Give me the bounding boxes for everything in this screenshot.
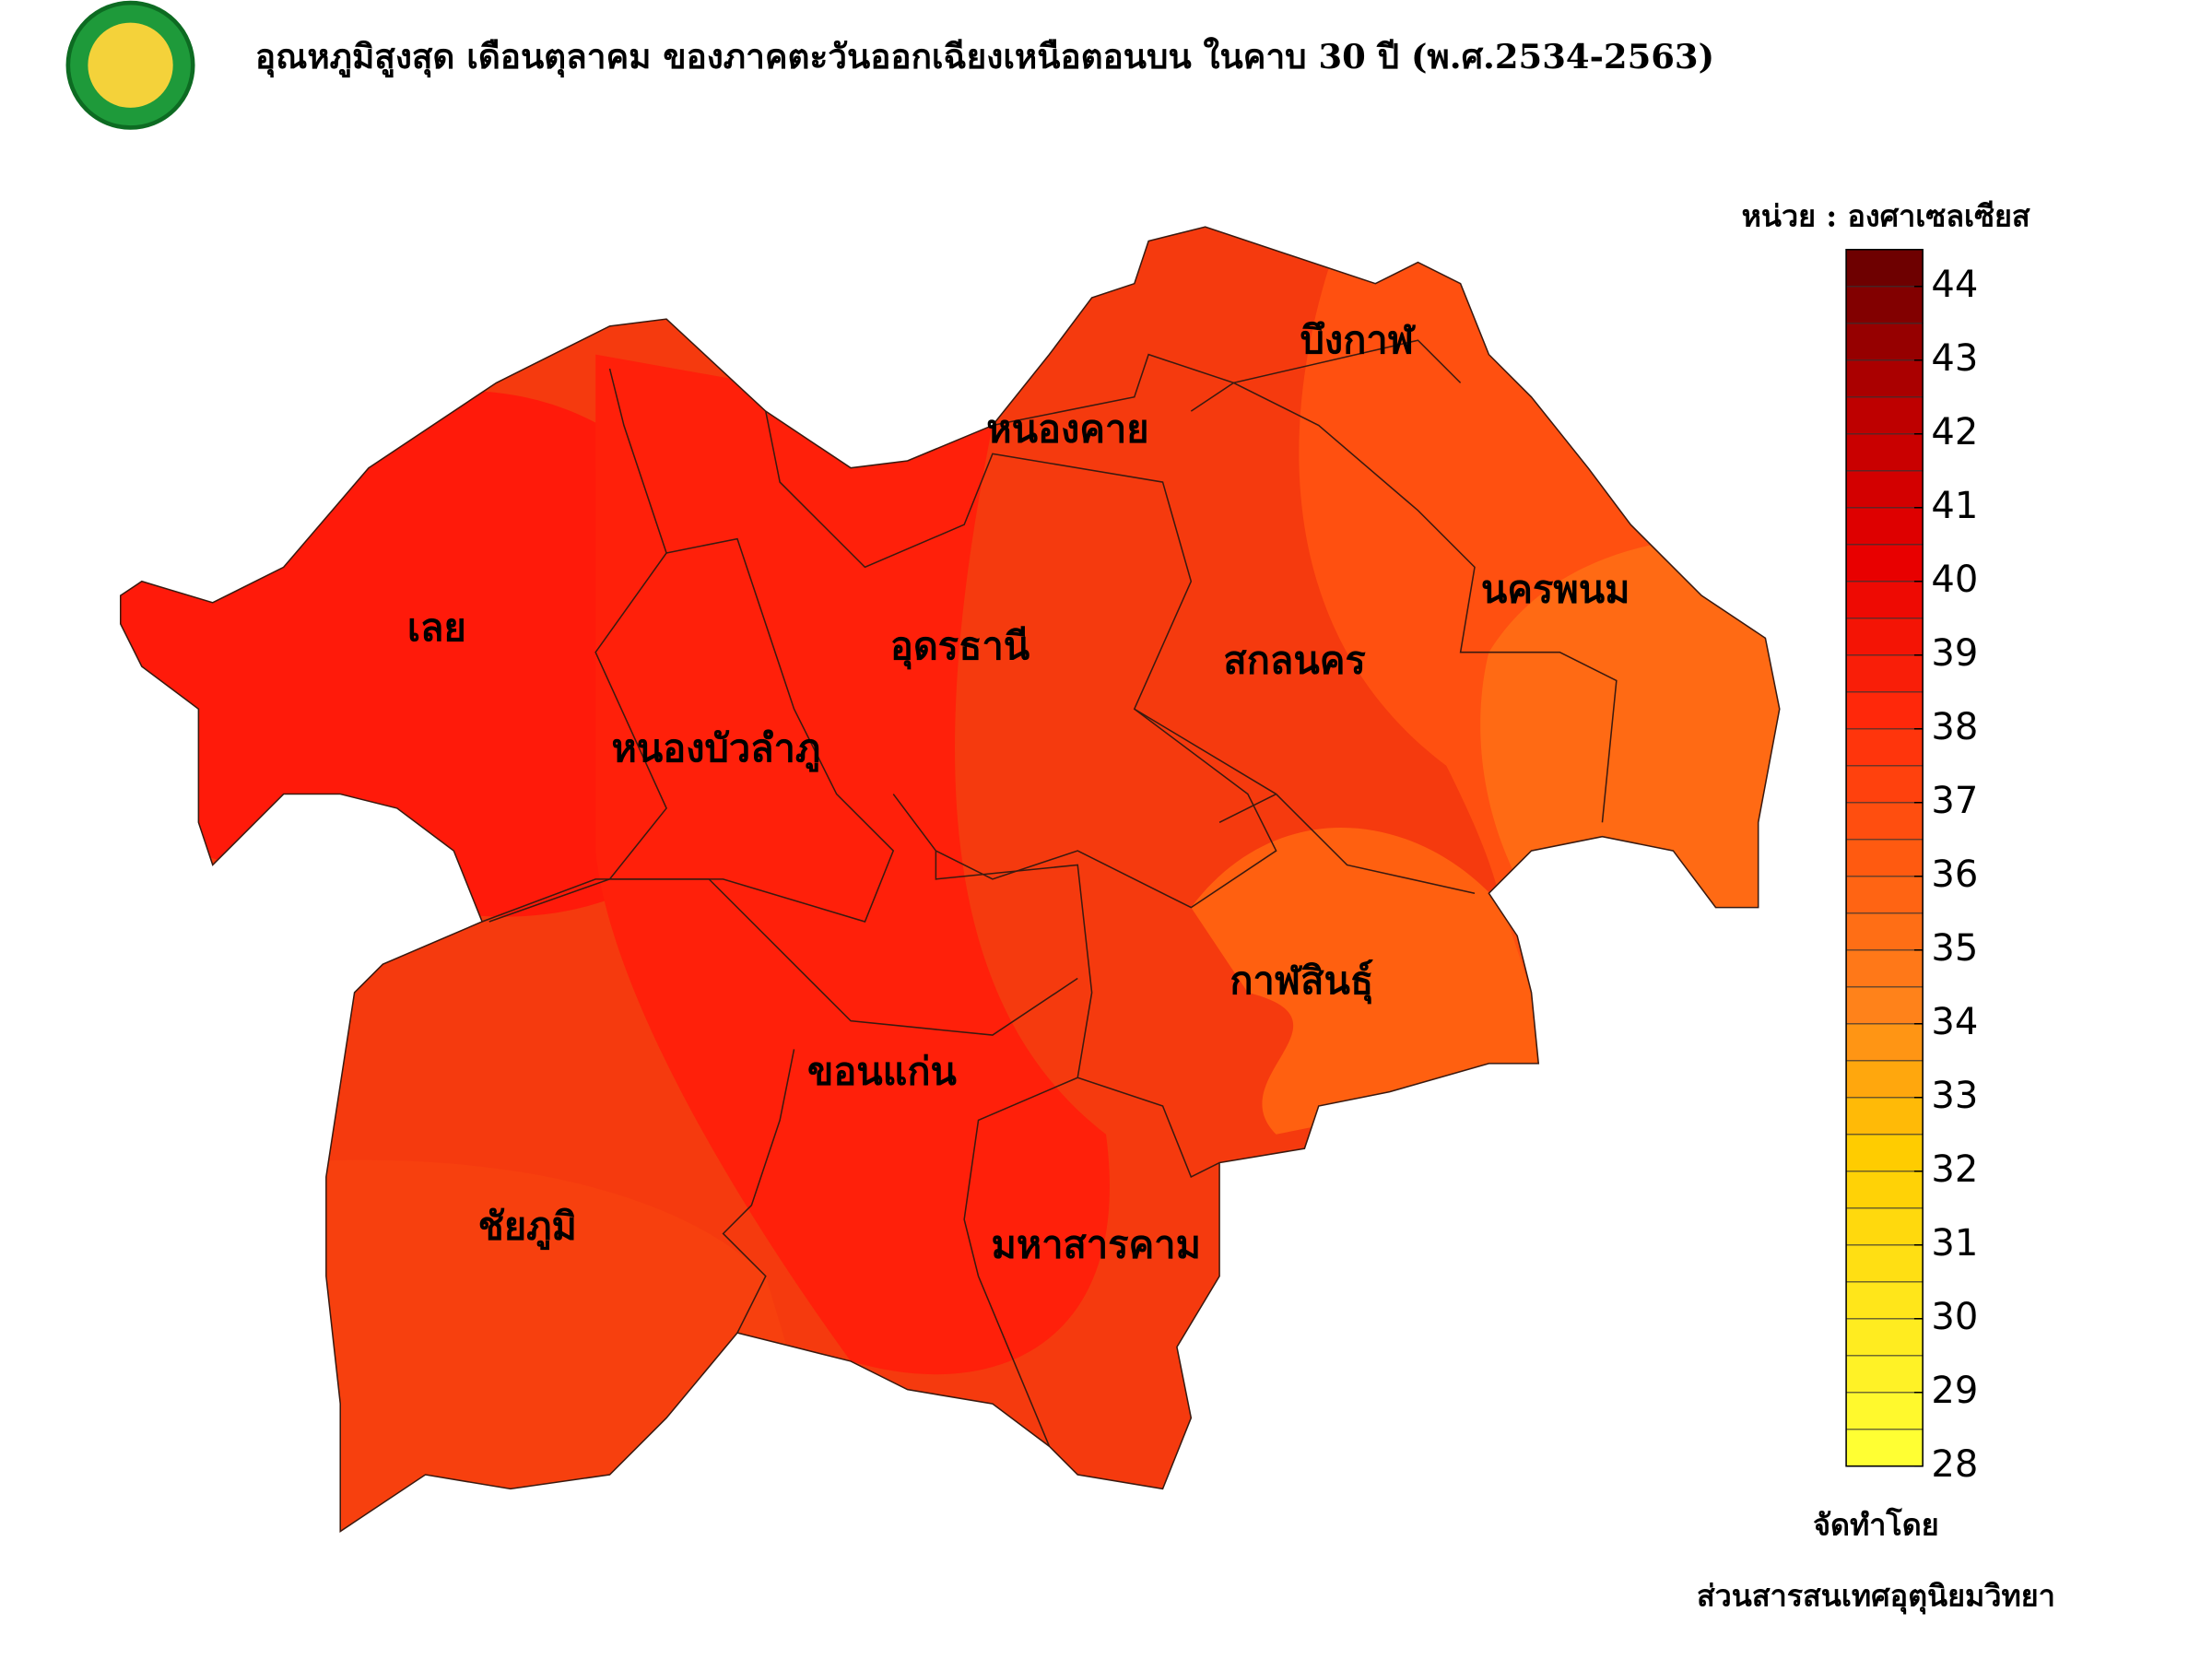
legend-tick-label: 33 (1931, 1075, 1978, 1117)
title: อุณหภูมิสูงสุด เดือนตุลาคม ของภาคตะวันออ… (255, 36, 1714, 78)
legend-tick-label: 43 (1931, 337, 1978, 380)
legend-band (1845, 1023, 1924, 1062)
legend-band (1845, 839, 1924, 877)
legend-band (1845, 1097, 1924, 1135)
province-label: ชัยภูมิ (478, 1203, 577, 1250)
legend-band (1845, 544, 1924, 582)
legend-tick-label: 31 (1931, 1222, 1978, 1265)
province-label: นครพนม (1481, 567, 1630, 612)
legend-band (1845, 1134, 1924, 1172)
legend-band (1845, 949, 1924, 988)
legend-band (1845, 507, 1924, 546)
legend-tick-label: 39 (1931, 632, 1978, 675)
legend-tick-label: 41 (1931, 485, 1978, 527)
zone-35 (1191, 827, 1560, 1135)
legend-tick-label: 38 (1931, 706, 1978, 748)
legend-tick-label: 40 (1931, 559, 1978, 601)
legend-band (1845, 1318, 1924, 1357)
legend-band (1845, 802, 1924, 841)
legend-band (1845, 1244, 1924, 1283)
legend-band (1845, 765, 1924, 804)
legend-band (1845, 359, 1924, 398)
legend-band (1845, 470, 1924, 509)
legend-band (1845, 912, 1924, 951)
legend-band (1845, 1060, 1924, 1099)
legend-band (1845, 1355, 1924, 1394)
province-label: บึงกาฬ (1300, 317, 1417, 362)
province-label: สกลนคร (1223, 637, 1366, 682)
legend-tick-label: 36 (1931, 853, 1978, 896)
province-label: กาฬสินธุ์ (1230, 958, 1373, 1005)
legend-band (1845, 986, 1924, 1025)
credit-label: จัดทำโดย (1813, 1506, 1939, 1542)
legend-band (1845, 1429, 1924, 1467)
legend-band (1845, 1207, 1924, 1246)
legend-tick-label: 34 (1931, 1001, 1978, 1043)
legend-band (1845, 1281, 1924, 1320)
legend-tick-label: 42 (1931, 411, 1978, 453)
legend-tick-label: 37 (1931, 780, 1978, 822)
province-label: มหาสารคาม (992, 1221, 1201, 1266)
province-label: หนองบัวลำภู (612, 725, 821, 772)
legend-tick-label: 30 (1931, 1296, 1978, 1338)
legend-tick-label: 28 (1931, 1443, 1978, 1486)
legend-band (1845, 249, 1924, 288)
province-label: ขอนแก่น (807, 1049, 958, 1094)
legend-band (1845, 396, 1924, 435)
legend-tick-label: 44 (1931, 264, 1978, 306)
legend-band (1845, 728, 1924, 767)
legend-band (1845, 433, 1924, 472)
legend-band (1845, 581, 1924, 619)
legend-band (1845, 323, 1924, 361)
legend-tick-label: 32 (1931, 1148, 1978, 1191)
legend-tick-label: 35 (1931, 927, 1978, 970)
legend-unit: หน่วย : องศาเซลเซียส (1742, 198, 2030, 233)
legend-band (1845, 691, 1924, 730)
legend-tick-label: 29 (1931, 1370, 1978, 1412)
legend-band (1845, 1171, 1924, 1209)
legend-band (1845, 654, 1924, 693)
legend-frame (1845, 249, 1924, 1467)
legend-band (1845, 618, 1924, 656)
legend-band (1845, 1392, 1924, 1430)
credit: ส่วนสารสนเทศอุตุนิยมวิทยา (1697, 1578, 2055, 1615)
province-label: หนองคาย (986, 406, 1148, 452)
province-borders (481, 339, 1618, 1447)
legend-band (1845, 286, 1924, 324)
legend-band (1845, 876, 1924, 914)
province-label: อุดรธานี (890, 623, 1030, 670)
province-label: เลย (407, 605, 466, 650)
logo-inner (88, 22, 173, 108)
